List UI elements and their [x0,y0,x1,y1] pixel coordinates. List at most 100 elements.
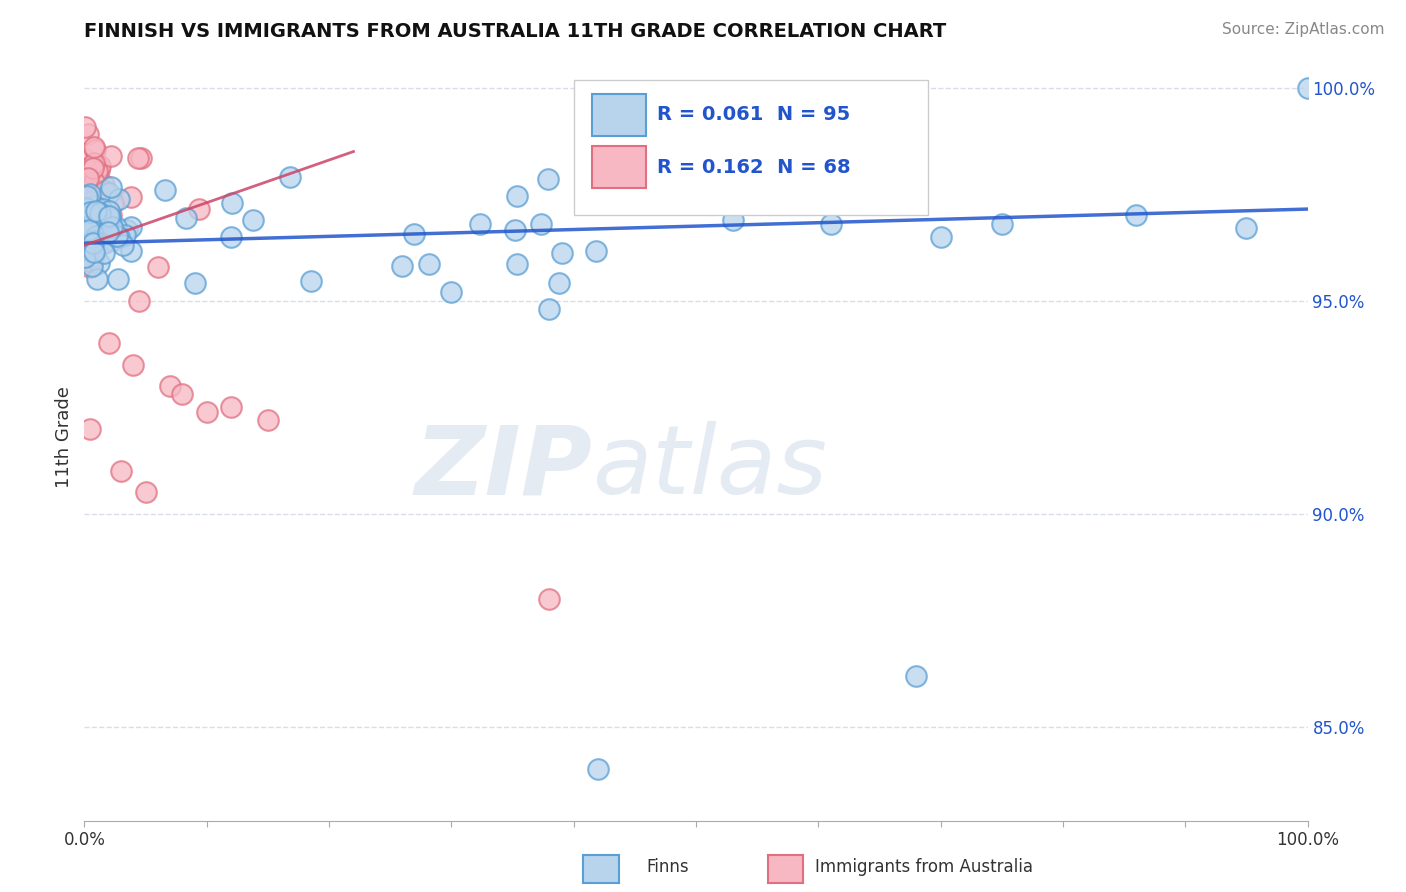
Point [219,401,242,415]
Point [506,257,529,271]
Point [820,217,842,231]
Point [100,180,122,194]
Text: ZIP: ZIP [415,421,592,515]
Point [135,485,157,500]
Point [468,218,491,232]
Point [90,226,112,240]
Point [93,236,115,251]
Point [172,387,194,401]
Point [93,211,115,225]
Point [75,209,97,223]
Text: Immigrants from Australia: Immigrants from Australia [815,858,1033,876]
Point [586,763,609,777]
Point [84,203,107,218]
Point [404,227,426,242]
Point [77,211,100,225]
Point [97,221,120,235]
Point [77,199,100,213]
Point [86,272,108,286]
Point [418,257,440,271]
Point [73,207,96,221]
Point [100,208,122,222]
Point [120,190,142,204]
Point [105,219,128,234]
Point [73,120,96,134]
Point [107,272,129,286]
Point [188,202,211,216]
Point [73,191,96,205]
Point [97,204,120,219]
Point [114,227,136,242]
Point [721,212,744,227]
Point [585,244,607,258]
Point [108,192,131,206]
Point [93,184,115,198]
Point [110,464,132,478]
Point [111,238,134,252]
Point [195,404,218,418]
FancyBboxPatch shape [592,146,645,188]
Point [77,127,100,141]
Point [89,229,111,244]
Point [77,229,100,244]
Point [174,211,197,226]
Point [77,223,100,237]
Point [84,143,107,157]
Point [391,260,413,274]
Point [905,669,928,683]
Point [75,170,97,185]
Text: atlas: atlas [592,421,827,515]
Point [242,212,264,227]
Point [503,222,526,236]
Point [98,218,121,232]
Point [103,196,125,211]
Point [80,228,103,243]
Point [75,201,97,215]
Point [299,274,322,288]
Point [77,203,100,218]
Point [551,245,574,260]
Point [97,336,120,351]
Point [257,413,280,427]
FancyBboxPatch shape [592,94,645,136]
Point [184,277,207,291]
Point [929,229,952,244]
Text: FINNISH VS IMMIGRANTS FROM AUSTRALIA 11TH GRADE CORRELATION CHART: FINNISH VS IMMIGRANTS FROM AUSTRALIA 11T… [84,21,946,41]
Point [86,159,108,173]
Point [219,230,242,244]
Point [73,180,96,194]
Point [83,245,105,260]
Point [76,202,98,217]
Point [86,229,108,244]
Text: R = 0.162  N = 68: R = 0.162 N = 68 [657,158,851,177]
Point [79,219,101,233]
Point [86,184,108,198]
Point [100,211,122,226]
Point [98,186,121,200]
Point [1125,209,1147,223]
Text: R = 0.061  N = 95: R = 0.061 N = 95 [657,105,851,124]
Point [79,260,101,274]
Point [77,212,100,227]
Point [84,218,107,232]
Point [79,194,101,209]
Point [93,245,115,260]
Text: Source: ZipAtlas.com: Source: ZipAtlas.com [1222,22,1385,37]
Y-axis label: 11th Grade: 11th Grade [55,386,73,488]
Point [107,230,129,244]
Point [89,159,111,173]
Point [440,285,463,300]
Point [100,212,122,227]
Point [80,219,103,233]
Point [84,199,107,213]
Point [538,592,561,607]
Point [80,255,103,269]
Point [73,251,96,265]
Point [76,242,98,256]
Point [87,163,110,178]
Point [75,162,97,177]
Point [83,249,105,263]
Point [991,217,1014,231]
Point [548,276,571,290]
Point [79,421,101,435]
